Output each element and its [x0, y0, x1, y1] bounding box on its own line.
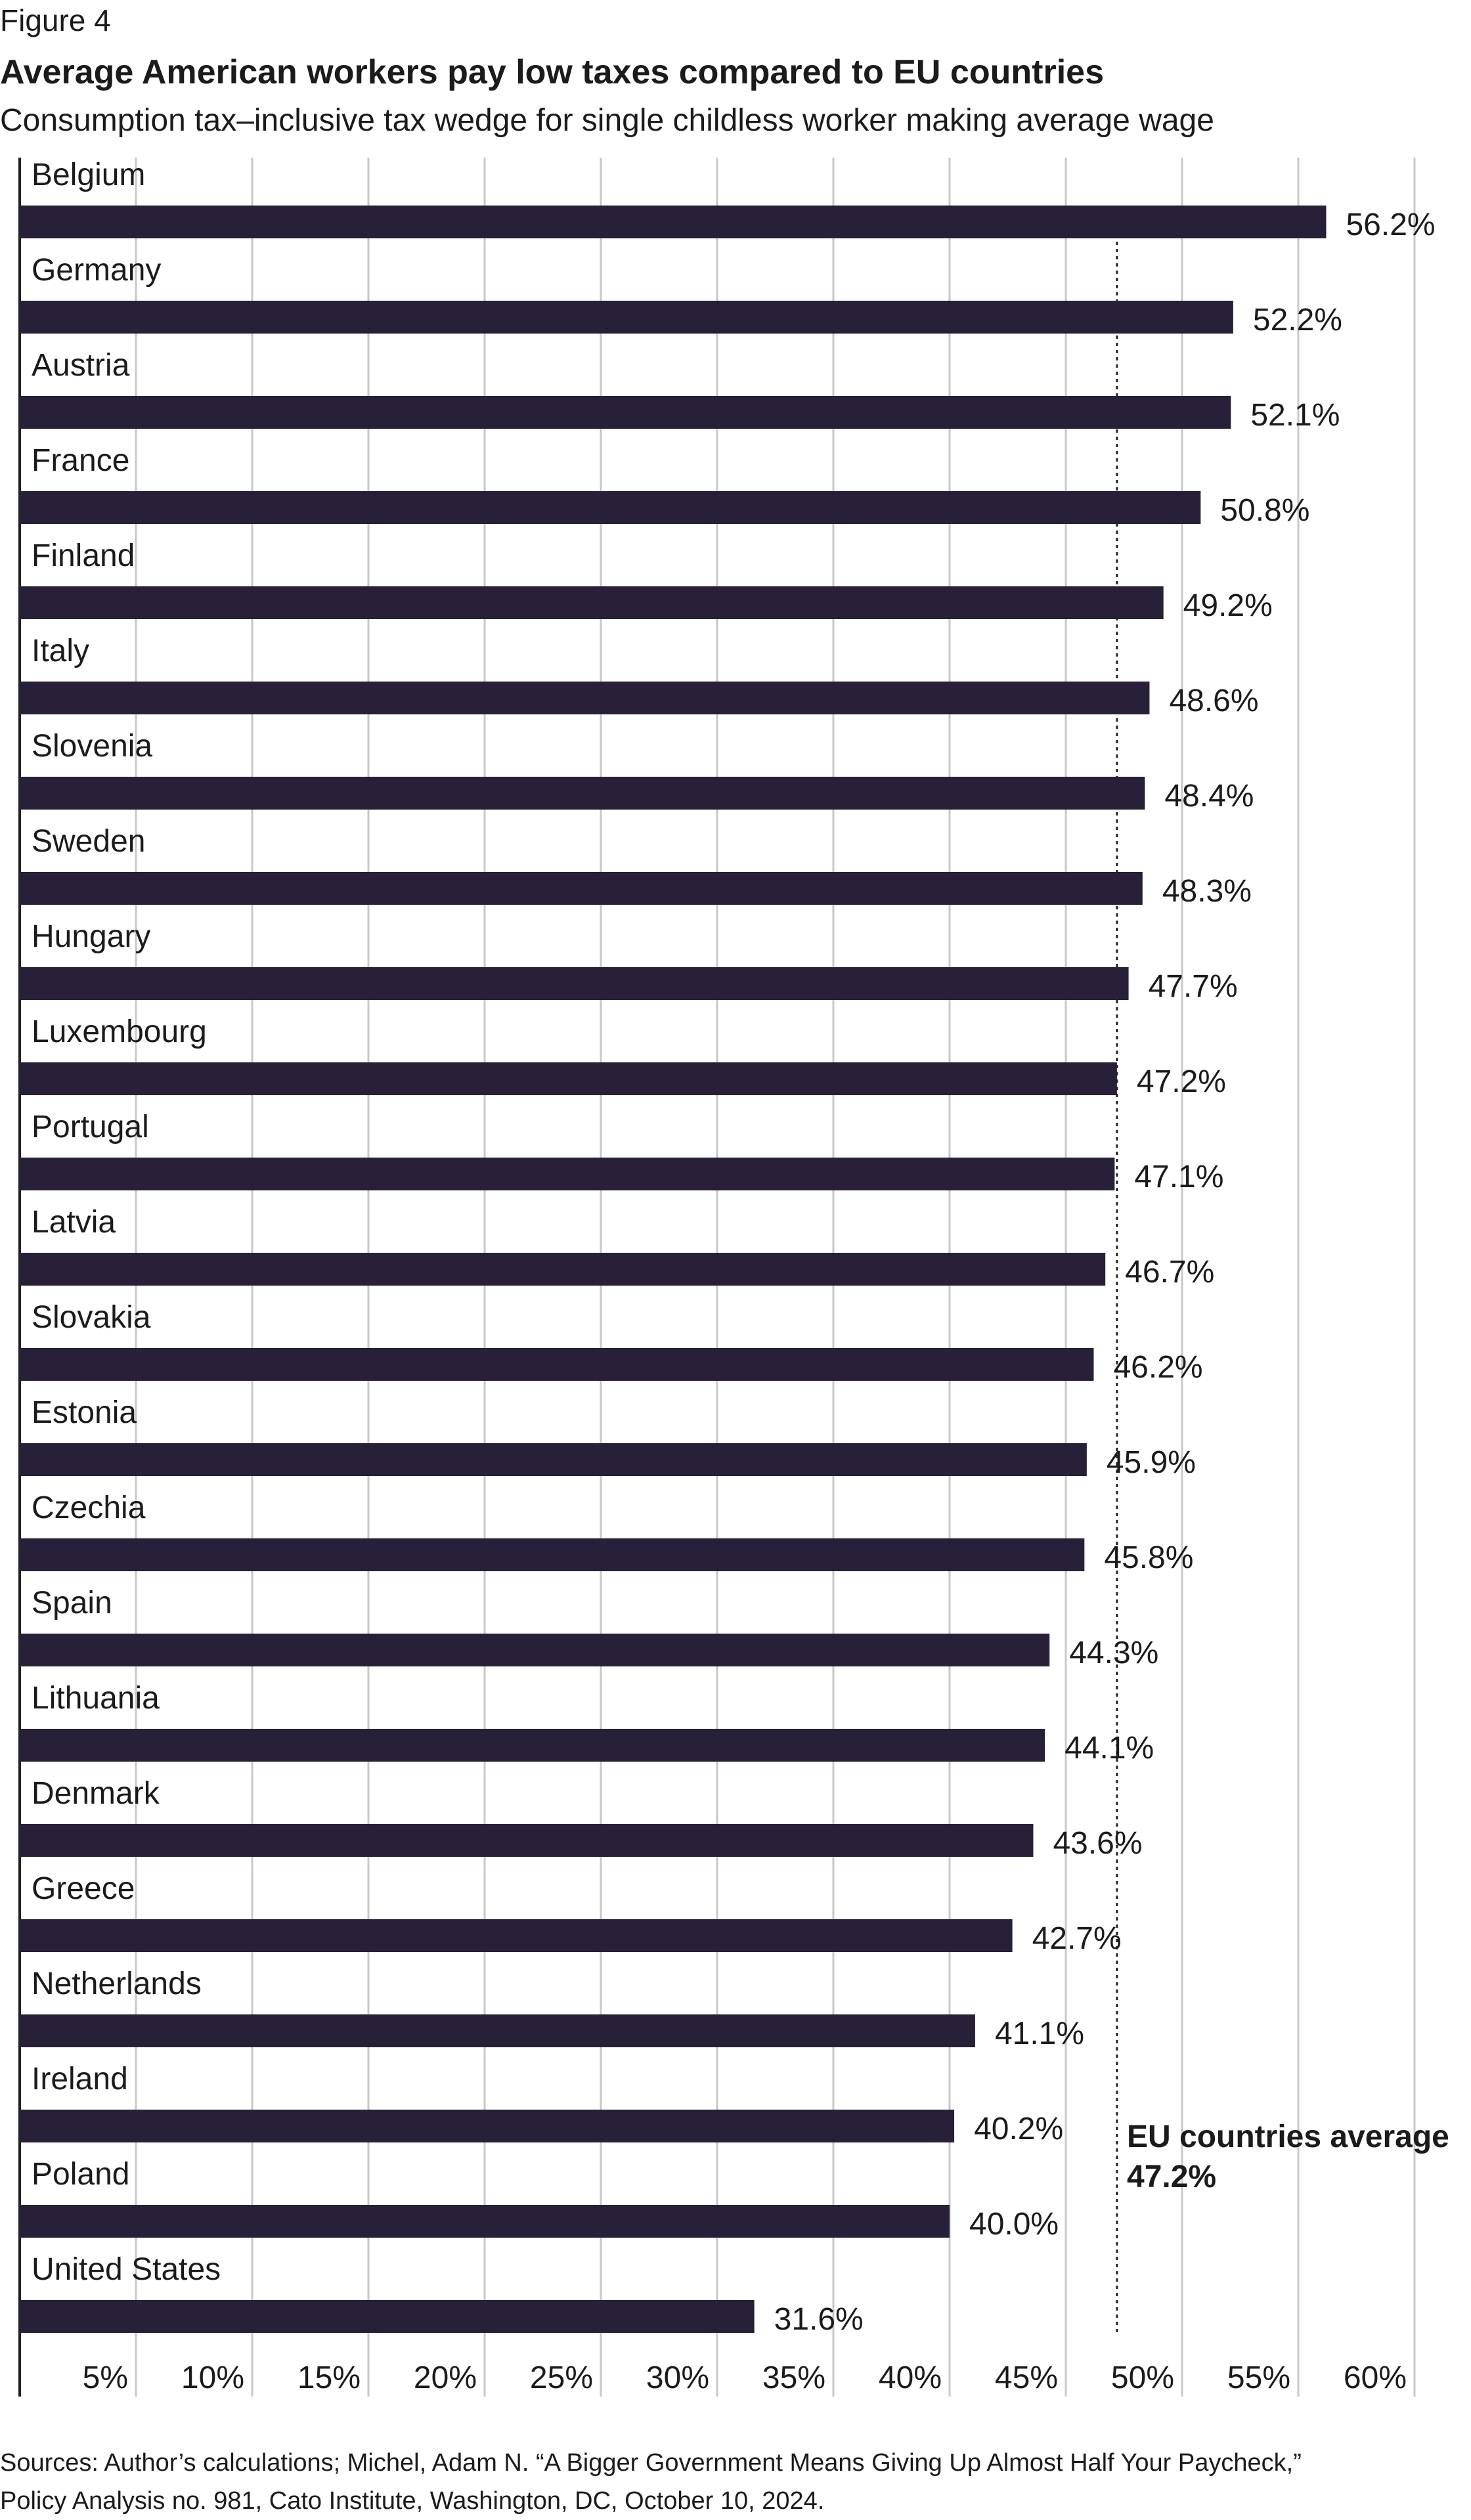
chart-subtitle: Consumption tax–inclusive tax wedge for …: [0, 103, 1214, 138]
value-label: 44.1%: [1065, 1731, 1154, 1766]
category-label: Lithuania: [32, 1681, 160, 1716]
category-label: Estonia: [32, 1395, 137, 1430]
bar: [20, 1538, 1085, 1571]
category-label: Ireland: [32, 2062, 128, 2096]
source-note: Sources: Author’s calculations; Michel, …: [0, 2444, 1302, 2520]
x-tick-label: 55%: [1227, 2360, 1290, 2395]
category-label: Finland: [32, 538, 135, 573]
category-label: Denmark: [32, 1776, 160, 1811]
category-label: Belgium: [32, 158, 145, 192]
x-tick-label: 25%: [530, 2360, 593, 2395]
category-label: Slovenia: [32, 729, 152, 764]
average-annotation-value: 47.2%: [1127, 2160, 1216, 2194]
value-label: 31.6%: [774, 2302, 864, 2337]
value-label: 47.7%: [1149, 969, 1238, 1004]
value-label: 48.3%: [1162, 874, 1252, 909]
x-tick-label: 50%: [1111, 2360, 1174, 2395]
value-label: 52.1%: [1250, 398, 1340, 433]
x-tick-label: 20%: [414, 2360, 477, 2395]
category-label: Spain: [32, 1586, 112, 1620]
bar: [20, 586, 1164, 619]
bar: [20, 2205, 950, 2238]
chart-title: Average American workers pay low taxes c…: [0, 53, 1104, 91]
value-label: 56.2%: [1346, 207, 1435, 242]
bar: [20, 2300, 755, 2333]
value-label: 52.2%: [1253, 303, 1342, 337]
value-label: 41.1%: [995, 2016, 1084, 2051]
bar: [20, 1158, 1115, 1190]
bar: [20, 1062, 1117, 1095]
x-tick-label: 45%: [995, 2360, 1058, 2395]
bar: [20, 1348, 1094, 1381]
x-tick-label: 60%: [1344, 2360, 1407, 2395]
value-label: 48.4%: [1164, 779, 1254, 814]
category-label: Czechia: [32, 1490, 146, 1525]
bar: [20, 1919, 1013, 1952]
value-label: 47.2%: [1137, 1064, 1226, 1099]
category-label: Italy: [32, 634, 89, 668]
value-label: 42.7%: [1032, 1921, 1122, 1956]
x-tick-label: 10%: [181, 2360, 244, 2395]
value-label: 50.8%: [1220, 493, 1309, 528]
bar: [20, 1729, 1045, 1762]
category-label: France: [32, 443, 129, 478]
x-tick-label: 40%: [879, 2360, 942, 2395]
bar: [20, 872, 1143, 905]
x-tick-label: 35%: [762, 2360, 825, 2395]
value-label: 44.3%: [1069, 1636, 1158, 1670]
x-tick-label: 30%: [646, 2360, 709, 2395]
category-label: United States: [32, 2252, 221, 2287]
value-label: 47.1%: [1134, 1160, 1223, 1194]
value-label: 48.6%: [1169, 684, 1258, 718]
bar-chart: Belgium 56.2% Germany 52.2% Austria 52.1% Fran…: [18, 158, 1449, 2397]
category-label: Poland: [32, 2157, 129, 2192]
bar: [20, 2110, 955, 2142]
bar: [20, 682, 1150, 714]
bar: [20, 1253, 1106, 1286]
category-label: Hungary: [32, 919, 150, 954]
bar: [20, 301, 1233, 334]
value-label: 49.2%: [1183, 588, 1273, 623]
x-tick-label: 15%: [297, 2360, 361, 2395]
x-tick-label: 5%: [83, 2360, 128, 2395]
category-label: Germany: [32, 253, 161, 288]
category-label: Slovakia: [32, 1300, 151, 1335]
bar: [20, 491, 1201, 524]
value-label: 40.2%: [974, 2112, 1063, 2146]
average-annotation-label: EU countries average: [1127, 2119, 1449, 2154]
category-label: Austria: [32, 348, 130, 383]
bar: [20, 2014, 975, 2047]
value-label: 46.7%: [1125, 1255, 1214, 1290]
category-label: Greece: [32, 1871, 135, 1906]
category-label: Latvia: [32, 1205, 116, 1240]
bar: [20, 967, 1129, 1000]
category-label: Portugal: [32, 1110, 149, 1144]
source-line-1: Sources: Author’s calculations; Michel, …: [0, 2449, 1302, 2477]
value-label: 45.8%: [1104, 1540, 1193, 1575]
value-label: 46.2%: [1113, 1350, 1202, 1385]
bar: [20, 206, 1327, 238]
bar: [20, 396, 1231, 429]
category-label: Netherlands: [32, 1966, 202, 2001]
value-label: 40.0%: [969, 2207, 1059, 2242]
bar: [20, 1634, 1050, 1666]
bar: [20, 1824, 1034, 1857]
value-label: 45.9%: [1107, 1445, 1196, 1480]
category-label: Luxembourg: [32, 1014, 207, 1049]
bar: [20, 1443, 1087, 1476]
bar: [20, 777, 1145, 810]
figure-label: Figure 4: [0, 3, 111, 37]
category-label: Sweden: [32, 824, 145, 859]
source-line-2: Policy Analysis no. 981, Cato Institute,…: [0, 2487, 825, 2515]
value-label: 43.6%: [1053, 1826, 1142, 1861]
